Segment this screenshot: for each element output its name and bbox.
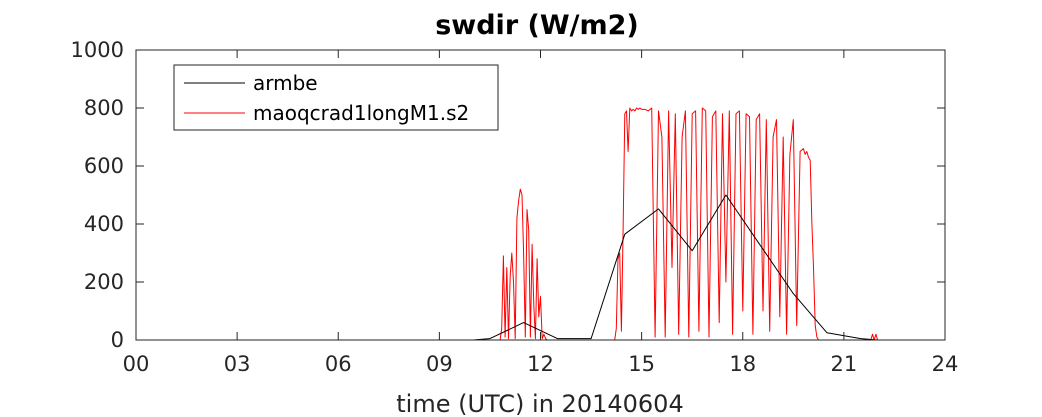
- x-tick-label: 24: [932, 352, 959, 376]
- chart-title: swdir (W/m2): [435, 10, 639, 41]
- x-axis-title: time (UTC) in 20140604: [396, 390, 683, 417]
- x-tick-label: 18: [729, 352, 756, 376]
- legend-box: [173, 64, 499, 131]
- y-tick-label: 200: [84, 270, 124, 294]
- x-tick-label: 15: [628, 352, 655, 376]
- legend: armbe maoqcrad1longM1.s2: [173, 64, 499, 131]
- x-tick-label: 00: [123, 352, 150, 376]
- y-tick-label: 0: [111, 328, 124, 352]
- series-line-1: [136, 107, 945, 341]
- legend-label-armbe: armbe: [253, 71, 318, 95]
- series-line-0: [136, 194, 945, 341]
- y-tick-label: 800: [84, 96, 124, 120]
- plot-area: [136, 107, 945, 341]
- legend-label-maoqcrad: maoqcrad1longM1.s2: [253, 101, 469, 125]
- y-tick-label: 400: [84, 212, 124, 236]
- x-tick-label: 06: [325, 352, 352, 376]
- axis-ticks: 00 03 06 09 12 15 18 21 24 0 200 400 600 800 1000: [71, 38, 959, 376]
- x-tick-label: 21: [831, 352, 858, 376]
- y-tick-label: 600: [84, 154, 124, 178]
- x-tick-label: 09: [426, 352, 453, 376]
- x-tick-label: 03: [224, 352, 251, 376]
- y-tick-label: 1000: [71, 38, 124, 62]
- x-tick-label: 12: [527, 352, 554, 376]
